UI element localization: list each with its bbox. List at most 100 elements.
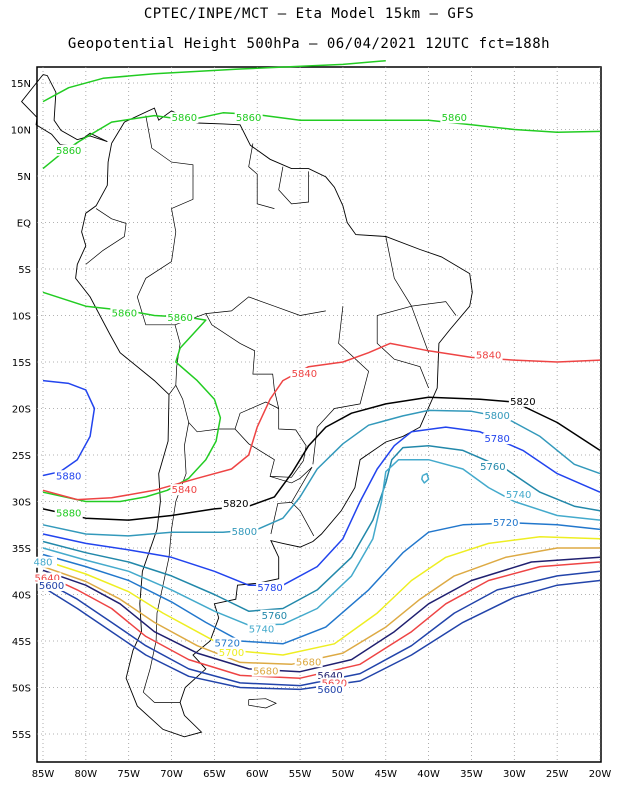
contour-label-bg	[491, 516, 520, 528]
contour-label: 5840	[292, 369, 317, 380]
country-border	[376, 236, 429, 389]
country-border	[269, 466, 313, 535]
contour-label: 5860	[236, 113, 261, 124]
latitude-label: 10S	[12, 312, 31, 323]
contour-5660	[42, 556, 601, 673]
latitude-label: 40S	[12, 591, 31, 602]
contour-label-bg	[166, 312, 195, 324]
longitude-label: 65W	[203, 769, 226, 780]
contour-label: 5820	[223, 499, 248, 510]
latitude-label: 45S	[12, 637, 31, 648]
contour-label-bg	[483, 409, 512, 421]
latitude-label: 55S	[12, 730, 31, 741]
contour-label: 5800	[232, 527, 257, 538]
longitude-label: 60W	[246, 769, 269, 780]
contour-label-bg	[33, 572, 62, 584]
contour-label: 5860	[442, 113, 467, 124]
south-america-coast	[75, 107, 473, 738]
contour-label: 480	[33, 558, 52, 569]
contour-label: 5700	[219, 648, 244, 659]
latitude-label: 25S	[12, 451, 31, 462]
country-border	[291, 502, 315, 537]
contour-5780	[42, 379, 96, 477]
contour-label: 5740	[249, 625, 274, 636]
contour-label-bg	[37, 579, 66, 591]
title-line-1: CPTEC/INPE/MCT – Eta Model 15km – GFS	[143, 6, 475, 22]
contour-label-bg	[440, 112, 469, 124]
contour-label: 5760	[262, 611, 287, 622]
contour-label-bg	[478, 460, 507, 472]
longitude-label: 80W	[75, 769, 98, 780]
country-border	[312, 306, 369, 465]
contour-label-bg	[217, 646, 246, 658]
country-border	[274, 305, 326, 316]
contour-label: 5640	[35, 574, 60, 585]
longitude-labels: 85W 80W 75W 70W 65W 60W 55W 50W 45W 40W 35W 30W 25W 2…	[32, 769, 612, 780]
contour-5740	[421, 472, 430, 484]
contour-label: 5600	[317, 685, 342, 696]
country-border	[248, 143, 275, 209]
longitude-label: 55W	[289, 769, 312, 780]
contour-5840	[42, 342, 601, 501]
contour-5740	[42, 458, 601, 626]
contour-label: 5720	[493, 518, 518, 529]
contour-labels: 5860 5860 5860 5860 5860 5860 5840 5840 5840 5820…	[29, 112, 537, 696]
contour-5840	[42, 561, 601, 679]
contour-5860	[42, 59, 386, 103]
contour-label-bg	[316, 670, 345, 682]
contour-label-bg	[320, 677, 349, 689]
latitude-label: 5S	[18, 265, 31, 276]
title-line-2: Geopotential Height 500hPa – 06/04/2021 …	[67, 36, 551, 52]
contour-5700	[42, 536, 601, 656]
contour-label-bg	[260, 609, 289, 621]
country-border	[142, 422, 190, 703]
contour-label-bg	[234, 112, 263, 124]
contour-label-bg	[256, 581, 285, 593]
contour-5820	[42, 396, 601, 521]
contour-label-bg	[54, 144, 83, 156]
longitude-label: 50W	[332, 769, 355, 780]
latitude-label: 15S	[12, 358, 31, 369]
longitude-label: 45W	[374, 769, 397, 780]
latitude-label: 15N	[11, 79, 31, 90]
contour-label: 5840	[476, 350, 501, 361]
contour-label-bg	[170, 484, 199, 496]
contour-label: 5780	[484, 434, 509, 445]
contour-label-bg	[504, 488, 533, 500]
contour-label: 5800	[484, 411, 509, 422]
contour-label: 5620	[322, 679, 347, 690]
contour-label: 5720	[215, 639, 240, 650]
longitude-label: 75W	[117, 769, 140, 780]
country-border	[174, 313, 280, 409]
country-border	[411, 301, 457, 353]
longitude-label: 30W	[503, 769, 526, 780]
latitude-label: 5N	[17, 172, 31, 183]
contour-label: 5880	[56, 508, 81, 519]
latitude-label: 35S	[12, 544, 31, 555]
contour-label: 5680	[253, 667, 278, 678]
longitude-label: 35W	[460, 769, 483, 780]
coastline	[21, 74, 473, 738]
contour-label-bg	[54, 507, 83, 519]
contour-label-bg	[251, 665, 280, 677]
latitude-label: EQ	[17, 219, 31, 230]
contour-label-bg	[54, 470, 83, 482]
country-border	[234, 408, 307, 478]
contour-label-bg	[290, 367, 319, 379]
contour-label: 5860	[56, 146, 81, 157]
contour-label-bg	[221, 498, 250, 510]
country-border	[145, 115, 194, 262]
longitude-label: 70W	[160, 769, 183, 780]
longitude-label: 25W	[546, 769, 569, 780]
longitude-label: 40W	[417, 769, 440, 780]
longitude-label: 85W	[32, 769, 55, 780]
latitude-labels: 15N 10N 5N EQ 5S 10S 15S 20S 25S 30S 35S 40S 45S 50S 5…	[11, 79, 31, 741]
contour-label: 5740	[506, 490, 531, 501]
contour-label: 5640	[317, 671, 342, 682]
contour-5640	[42, 570, 601, 687]
contour-label-bg	[170, 112, 199, 124]
falklands-coast	[248, 698, 277, 709]
contour-label-bg	[316, 684, 345, 696]
contour-label: 5680	[296, 657, 321, 668]
